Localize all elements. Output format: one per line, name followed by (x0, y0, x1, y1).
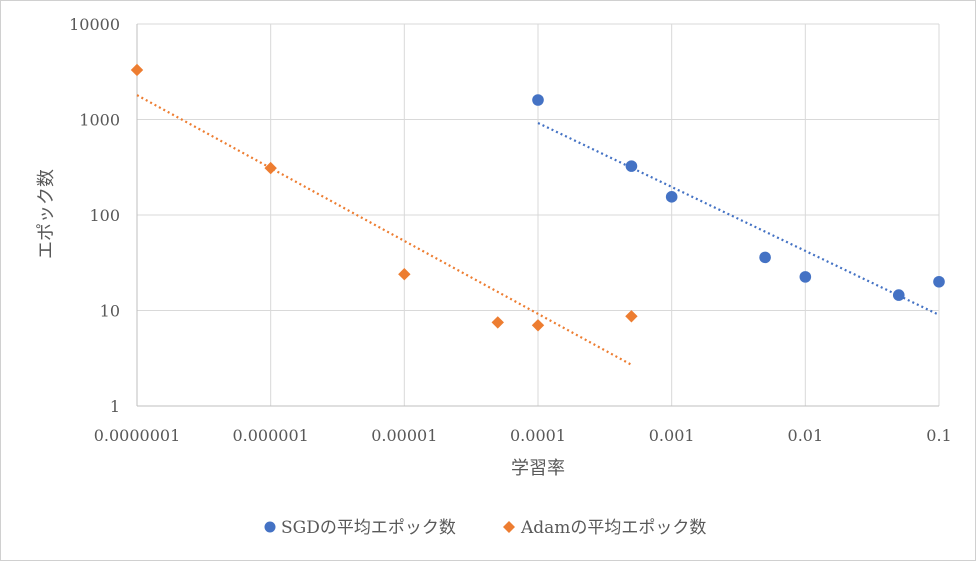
legend: SGDの平均エポック数 Adamの平均エポック数 (264, 518, 706, 538)
legend-label-adam: Adamの平均エポック数 (520, 518, 706, 538)
trendlines (136, 94, 940, 366)
y-tick-label: 1 (110, 397, 120, 416)
legend-label-sgd: SGDの平均エポック数 (281, 518, 456, 538)
y-tick-label: 10 (100, 302, 120, 321)
data-point-circle[interactable] (532, 94, 544, 106)
x-tick-label: 0.1 (926, 426, 951, 445)
trendline-0 (537, 121, 940, 316)
y-tick-label: 1000 (79, 111, 120, 130)
data-point-diamond[interactable] (491, 316, 504, 329)
legend-item-sgd[interactable]: SGDの平均エポック数 (264, 518, 456, 538)
data-point-circle[interactable] (759, 251, 771, 264)
data-points (130, 63, 945, 332)
y-tick-label: 10000 (69, 15, 120, 34)
legend-marker-adam (503, 521, 515, 533)
y-tick-label: 100 (89, 206, 120, 225)
data-point-circle[interactable] (892, 289, 905, 301)
grid-lines (137, 23, 940, 406)
x-tick-label: 0.0001 (510, 426, 566, 445)
data-point-circle[interactable] (799, 271, 812, 283)
data-point-diamond[interactable] (625, 310, 638, 323)
y-tick-labels: 1 10 100 1000 10000 (69, 15, 120, 416)
x-tick-labels: 0.0000001 0.000001 0.00001 0.0001 0.001 0.01 0… (94, 426, 952, 445)
x-tick-label: 0.0000001 (94, 426, 181, 445)
x-tick-label: 0.00001 (371, 426, 437, 445)
data-point-diamond[interactable] (531, 319, 545, 332)
x-tick-label: 0.000001 (232, 426, 308, 445)
x-axis-title: 学習率 (511, 458, 565, 479)
axes (136, 24, 939, 407)
trendline-1 (136, 94, 632, 366)
data-point-circle[interactable] (665, 191, 678, 203)
data-point-diamond[interactable] (130, 63, 144, 77)
x-tick-label: 0.01 (788, 426, 824, 445)
data-point-diamond[interactable] (264, 161, 277, 175)
data-point-circle[interactable] (625, 160, 638, 172)
data-point-circle[interactable] (933, 275, 945, 288)
x-tick-label: 0.001 (649, 426, 695, 445)
legend-item-adam[interactable]: Adamの平均エポック数 (503, 518, 706, 538)
y-axis-title: エポック数 (36, 169, 57, 259)
legend-marker-sgd (264, 521, 276, 533)
data-point-diamond[interactable] (398, 267, 411, 281)
